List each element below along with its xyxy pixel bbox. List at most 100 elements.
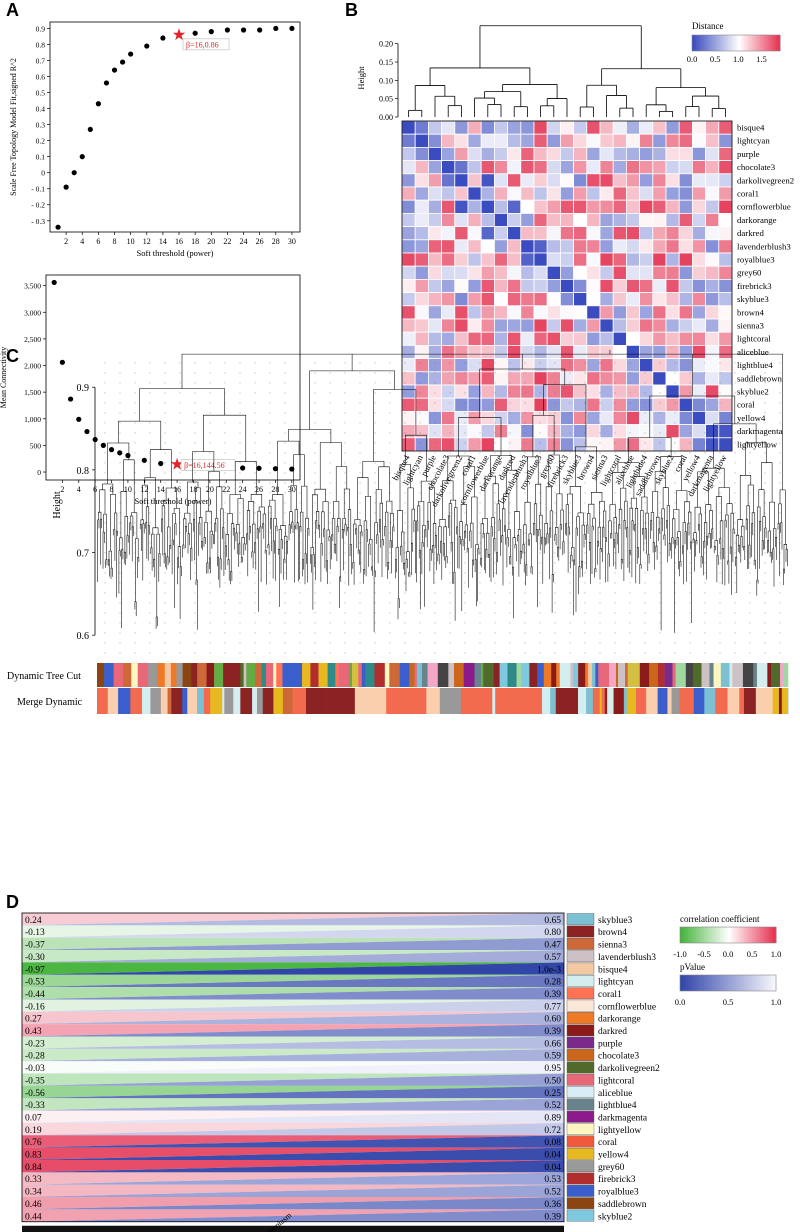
legend-swatch xyxy=(760,35,763,51)
heatmap-cell xyxy=(692,358,707,373)
heatmap-cell xyxy=(560,437,575,452)
heatmap-cell xyxy=(546,358,561,373)
merge-dynamic-segment xyxy=(604,688,608,714)
heatmap-cell xyxy=(480,437,495,452)
dynamic-cut-segment xyxy=(97,663,105,687)
data-point xyxy=(192,30,198,36)
x-tick-label: 14 xyxy=(159,237,167,246)
merge-dynamic-segment xyxy=(601,688,606,714)
p-value: 0.36 xyxy=(544,1200,561,1210)
module-label: skyblue2 xyxy=(598,1212,633,1222)
merge-dynamic-segment xyxy=(471,688,493,714)
cor-value: -0.28 xyxy=(25,1052,45,1062)
merge-dynamic-segment xyxy=(671,688,680,714)
heatmap-cell xyxy=(441,424,456,439)
cor-triangle xyxy=(22,1147,564,1160)
heatmap-cell xyxy=(626,318,641,333)
legend-cc-frame xyxy=(679,926,777,944)
p-value: 0.08 xyxy=(544,1138,561,1148)
heatmap-cell xyxy=(507,226,522,241)
x-tick-label: 30 xyxy=(288,237,296,246)
heatmap-cell xyxy=(652,120,667,135)
heatmap-cell xyxy=(612,120,627,135)
dynamic-cut-segment xyxy=(588,663,593,687)
heatmap-cell xyxy=(560,212,575,227)
pvalue-triangle xyxy=(22,913,564,926)
heatmap-cell xyxy=(480,173,495,188)
p-value: 0.04 xyxy=(544,1151,561,1161)
legend-p-swatch xyxy=(748,975,751,991)
heatmap-cell xyxy=(718,212,733,227)
dynamic-cut-segment xyxy=(384,663,390,687)
pvalue-triangle xyxy=(22,1172,564,1185)
heatmap-cell xyxy=(692,186,707,201)
heatmap-cell xyxy=(573,239,588,254)
p-value: 0.47 xyxy=(544,941,561,951)
heatmap-cell xyxy=(626,305,641,320)
heatmap-cell xyxy=(546,133,561,148)
heatmap-cell xyxy=(493,292,508,307)
heatmap-cell xyxy=(639,226,654,241)
module-label: skyblue3 xyxy=(598,916,633,926)
dynamic-cut-segment xyxy=(672,663,676,687)
heatmap-cell xyxy=(718,120,733,135)
legend-p-frame xyxy=(679,974,777,992)
y-axis-title: Scale Free Topology Model Fit,signed R^2 xyxy=(9,58,18,196)
cor-triangle xyxy=(22,1036,564,1049)
heatmap-cell xyxy=(626,292,641,307)
dynamic-cut-segment xyxy=(556,663,561,687)
cor-value: 0.46 xyxy=(25,1200,42,1210)
legend-p-swatch xyxy=(702,975,705,991)
legend-p-swatch xyxy=(740,975,743,991)
p-value: 0.39 xyxy=(544,1027,561,1037)
heatmap-cell xyxy=(493,173,508,188)
module-label: royalblue3 xyxy=(598,1188,639,1198)
heatmap-cell xyxy=(573,265,588,280)
heatmap-cell xyxy=(678,199,693,214)
heatmap-cell xyxy=(401,331,416,346)
heatmap-cell xyxy=(546,437,561,452)
dynamic-cut-segment xyxy=(627,663,634,687)
heatmap-cell xyxy=(507,146,522,161)
heatmap-cell xyxy=(427,397,442,412)
heatmap-cell xyxy=(441,384,456,399)
heatmap-cell xyxy=(612,397,627,412)
heatmap-cell xyxy=(612,160,627,175)
heatmap-cell xyxy=(414,410,429,425)
heatmap-cell xyxy=(401,318,416,333)
heatmap-cell xyxy=(507,278,522,293)
merge-dynamic-segment xyxy=(386,688,410,714)
pvalue-triangle xyxy=(22,999,564,1012)
x-axis-title: Soft threshold (power) xyxy=(137,248,214,258)
p-value: 0.65 xyxy=(544,916,561,926)
heatmap-cell xyxy=(665,212,680,227)
dynamic-cut-segment xyxy=(735,663,744,687)
heatmap-cell xyxy=(507,397,522,412)
heatmap-cell xyxy=(520,331,535,346)
legend-cc-swatch xyxy=(738,927,741,943)
heatmap-cell xyxy=(414,358,429,373)
legend-p-swatch xyxy=(724,975,727,991)
pvalue-triangle xyxy=(22,1085,564,1099)
heatmap-cell xyxy=(493,133,508,148)
heatmap-cell xyxy=(520,371,535,386)
dynamic-cut-segment xyxy=(361,663,366,687)
cor-value: 0.84 xyxy=(25,1163,42,1173)
data-point xyxy=(144,43,150,49)
heatmap-cell xyxy=(454,424,469,439)
merge-dynamic-segment xyxy=(197,688,205,714)
module-label: lightblue4 xyxy=(598,1101,637,1111)
heatmap-cell xyxy=(493,212,508,227)
heatmap-cell xyxy=(599,437,614,452)
heatmap-cell xyxy=(480,424,495,439)
pvalue-triangle xyxy=(22,925,564,938)
heatmap-cell xyxy=(533,252,548,267)
heatmap-cell xyxy=(718,371,733,386)
merge-dynamic-segment xyxy=(667,688,672,714)
heatmap-cell xyxy=(665,252,680,267)
dynamic-cut-segment xyxy=(214,663,224,687)
heatmap-cell xyxy=(586,371,601,386)
heatmap-cell xyxy=(520,160,535,175)
heatmap-cell xyxy=(626,371,641,386)
heatmap-cell xyxy=(573,278,588,293)
